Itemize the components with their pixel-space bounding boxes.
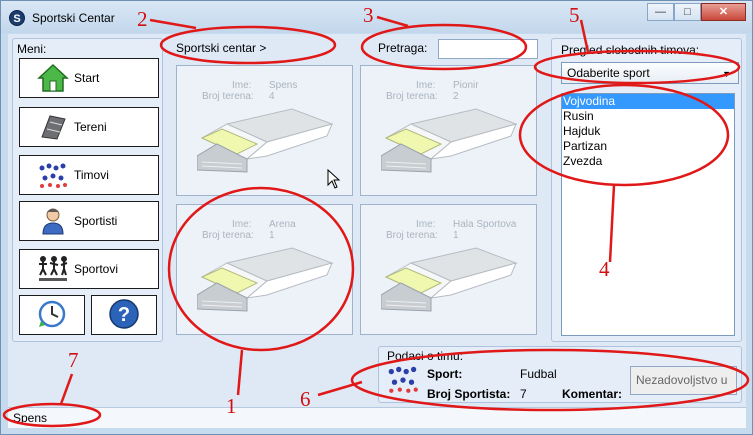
maximize-button[interactable]: □ [674,3,701,21]
center-name-label: Ime: [416,219,435,230]
timovi-button[interactable]: Timovi [19,155,159,195]
center-courts: 2 [453,91,459,102]
athlete-count-value: 7 [520,387,527,401]
sportovi-button[interactable]: Sportovi [19,249,159,289]
window-title: Sportski Centar [32,11,115,25]
center-courts: 1 [269,230,275,241]
breadcrumb[interactable]: Sportski centar > [176,41,266,55]
center-courts: 4 [269,91,275,102]
sports-center-tile[interactable]: Ime: Arena Broj terena: 1 [176,204,353,335]
tereni-button-label: Tereni [74,120,107,134]
minimize-button[interactable]: — [647,3,674,21]
title-bar[interactable]: S Sportski Centar — □ ✕ [1,1,752,33]
center-name: Hala Sportova [453,219,516,230]
mouse-cursor-icon [327,169,341,192]
start-button-label: Start [74,71,99,85]
svg-text:?: ? [118,304,130,326]
free-teams-label: Pregled slobodnih timova: [561,43,699,57]
sportisti-button-label: Sportisti [74,214,117,228]
team-info-title: Podaci o timu: [387,349,463,363]
sport-select-value: Odaberite sport [567,66,650,80]
free-teams-list[interactable]: Vojvodina Rusin Hajduk Partizan Zvezda [561,93,735,336]
center-name: Arena [269,219,296,230]
sports-center-tile[interactable]: Ime: Pionir Broj terena: 2 [360,65,537,196]
menu-panel: Meni: Start Tereni [12,38,163,342]
status-text: Spens [13,411,47,425]
center-courts-label: Broj terena: [386,91,438,102]
center-courts-label: Broj terena: [202,230,254,241]
center-name: Pionir [453,80,479,91]
center-courts-label: Broj terena: [202,91,254,102]
sports-center-tile[interactable]: Ime: Hala Sportova Broj terena: 1 [360,204,537,335]
help-button[interactable]: ? [91,295,157,335]
sport-select[interactable]: Odaberite sport ▼ [561,62,739,84]
athlete-count-label: Broj Sportista: [427,387,510,401]
search-input[interactable] [438,39,538,59]
team-icon [386,363,420,398]
dropdown-arrow-icon: ▼ [722,64,731,84]
clock-refresh-icon [37,299,67,332]
close-button[interactable]: ✕ [701,3,746,21]
timovi-button-label: Timovi [74,168,109,182]
sportisti-button[interactable]: Sportisti [19,201,159,241]
team-list-item[interactable]: Vojvodina [562,94,734,109]
home-icon [36,63,70,93]
search-label: Pretraga: [378,41,427,55]
center-name: Spens [269,80,297,91]
team-info-panel: Podaci o timu: Sport: Fudbal Broj Sporti… [378,346,742,403]
help-icon: ? [108,298,140,333]
status-bar: Spens [8,407,746,428]
sport-label: Sport: [427,367,462,381]
menu-label: Meni: [17,42,46,56]
center-courts: 1 [453,230,459,241]
comment-field[interactable]: Nezadovoljstvo u [630,366,737,395]
team-list-item[interactable]: Partizan [562,139,734,154]
refresh-button[interactable] [19,295,85,335]
client-area: Meni: Start Tereni [8,34,746,428]
center-name-label: Ime: [416,80,435,91]
field-icon [36,112,70,142]
sports-icon [36,254,70,284]
center-name-label: Ime: [232,219,251,230]
comment-label: Komentar: [562,387,622,401]
team-icon [36,160,70,190]
team-list-item[interactable]: Rusin [562,109,734,124]
sportovi-button-label: Sportovi [74,262,118,276]
sport-value: Fudbal [520,367,557,381]
start-button[interactable]: Start [19,58,159,98]
athlete-icon [36,206,70,236]
center-name-label: Ime: [232,80,251,91]
app-icon: S [9,10,25,26]
team-list-item[interactable]: Zvezda [562,154,734,169]
free-teams-panel: Pregled slobodnih timova: Odaberite spor… [551,38,742,342]
center-courts-label: Broj terena: [386,230,438,241]
team-list-item[interactable]: Hajduk [562,124,734,139]
tereni-button[interactable]: Tereni [19,107,159,147]
